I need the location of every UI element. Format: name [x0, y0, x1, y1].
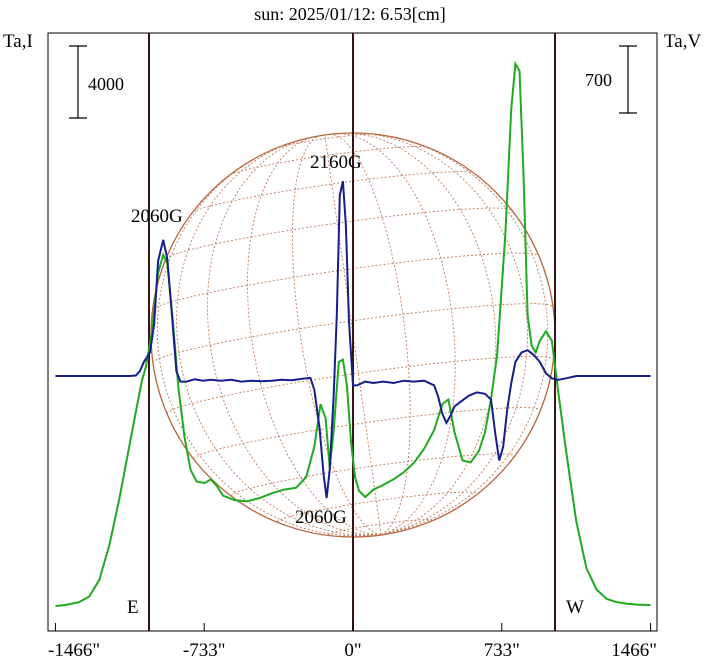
x-axis: -1466" -733" 0" 733" 1466" [48, 623, 657, 661]
meridian-line [247, 136, 382, 535]
meridian-line [380, 135, 549, 535]
parallel-line [230, 453, 515, 497]
parallel-line [193, 407, 541, 460]
meridian-line [339, 132, 497, 535]
left-axis-label: Ta,I [3, 31, 33, 52]
limb-label-east: E [127, 597, 139, 618]
x-tick-label: 1466" [611, 640, 657, 661]
series-line-v [55, 60, 651, 607]
parallel-line [152, 252, 539, 311]
parallel-line [165, 207, 513, 260]
meridian-line [352, 132, 528, 535]
x-tick-label: 733" [484, 640, 520, 661]
parallel-line [166, 355, 554, 414]
x-tick-label: 0" [344, 640, 361, 661]
meridian-line [330, 133, 411, 535]
x-tick-label: -733" [183, 640, 226, 661]
series-line-i [55, 180, 651, 499]
limb-label-west: W [566, 597, 584, 618]
annotation-label-center-top: 2160G [310, 152, 362, 173]
meridian-line [207, 137, 382, 536]
annotation-label-east: 2060G [131, 206, 183, 227]
parallel-line [192, 171, 474, 213]
annotation-label-center-bottom: 2060G [295, 507, 347, 528]
left-scale-value: 4000 [88, 74, 124, 94]
parallel-line [276, 133, 375, 149]
x-tick-label: -1466" [48, 640, 100, 661]
right-scale-value: 700 [585, 70, 612, 90]
parallel-line [327, 519, 433, 536]
meridian-line [156, 152, 382, 537]
right-scale-bar [619, 45, 637, 114]
chart-title: sun: 2025/01/12: 6.53[cm] [254, 4, 446, 24]
right-axis-label: Ta,V [664, 31, 701, 52]
parallel-line [229, 146, 428, 176]
parallel-line [276, 491, 478, 523]
left-scale-bar [69, 45, 87, 119]
meridian-line [176, 140, 382, 536]
meridian-line [335, 133, 456, 535]
parallel-line [152, 303, 554, 364]
meridian-line [292, 135, 382, 535]
